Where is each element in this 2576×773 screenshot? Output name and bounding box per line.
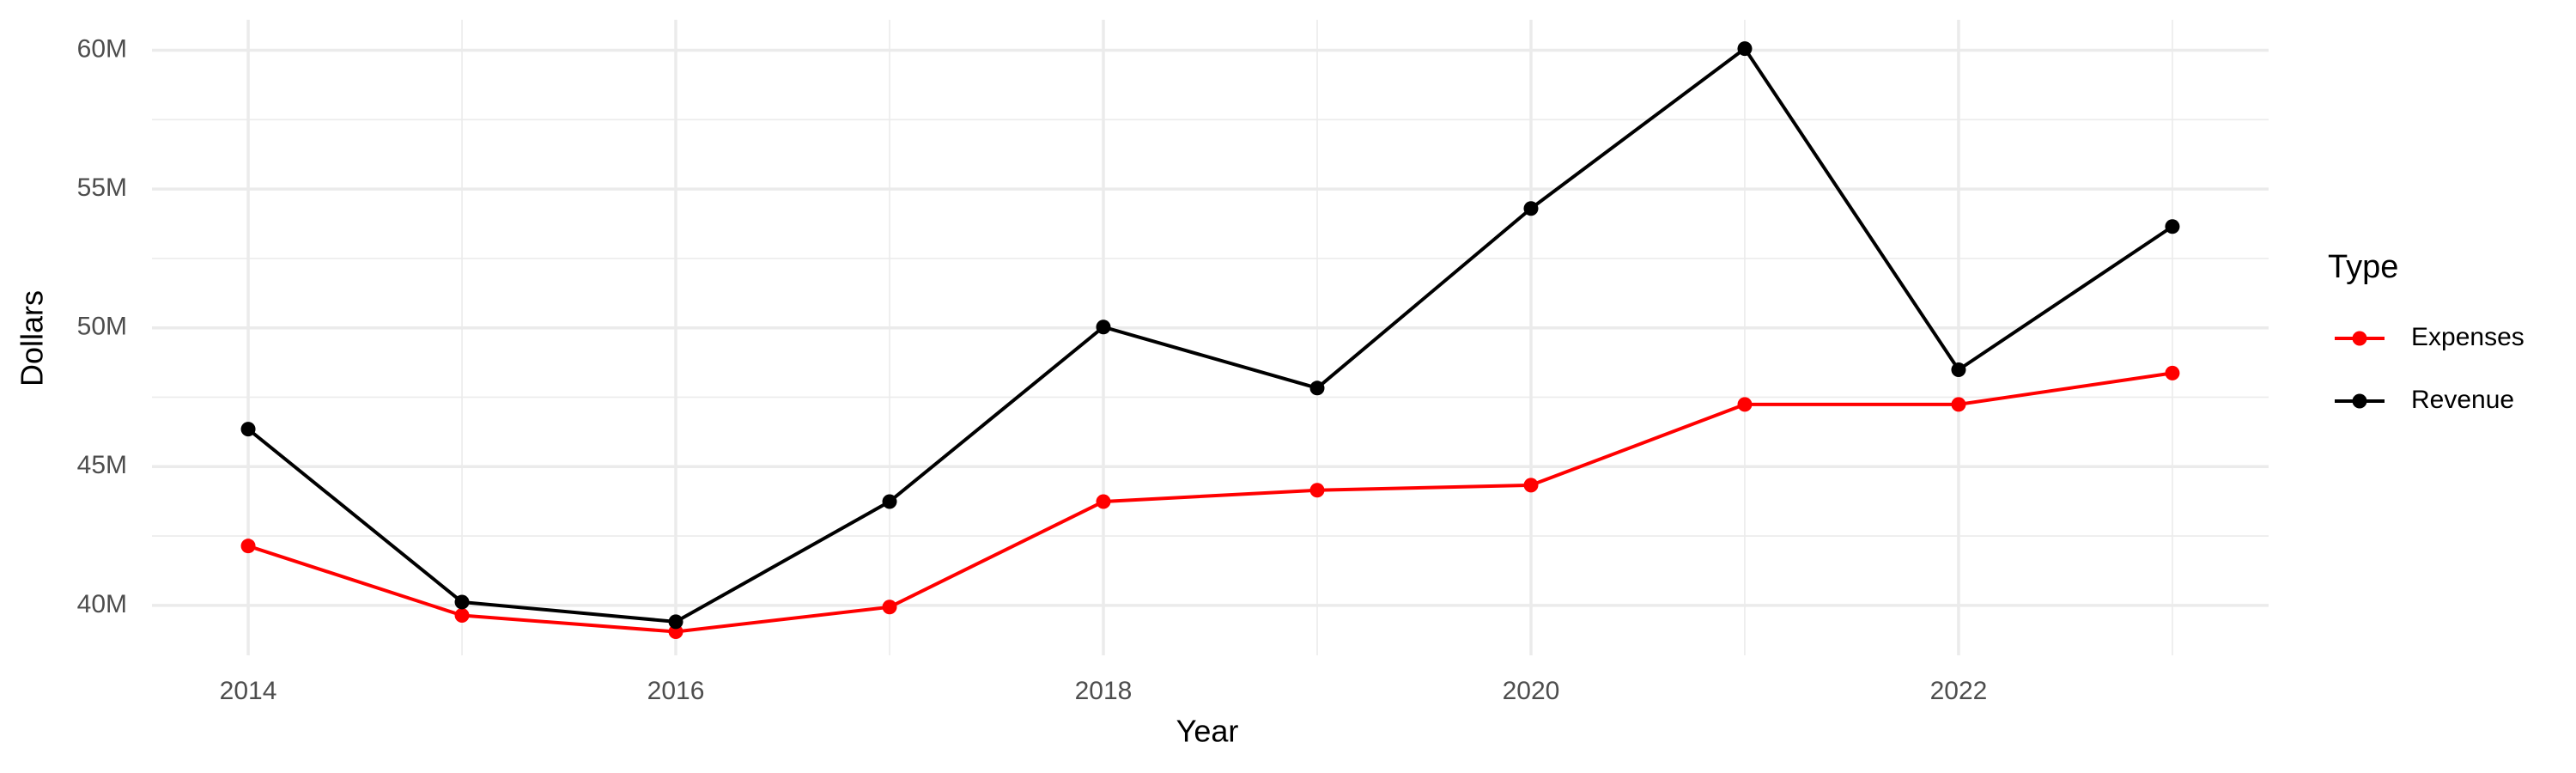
data-point [1096, 494, 1111, 509]
y-axis-title: Dollars [15, 290, 50, 386]
data-point [2165, 219, 2180, 234]
data-point [882, 494, 897, 509]
y-tick-label: 55M [77, 173, 127, 202]
y-tick-label: 40M [77, 590, 127, 618]
x-tick-label: 2020 [1503, 677, 1560, 705]
data-point [454, 594, 470, 610]
x-tick-label: 2014 [220, 677, 277, 705]
data-point [668, 624, 683, 640]
data-point [1096, 320, 1111, 335]
x-tick-label: 2022 [1930, 677, 1988, 705]
x-tick-label: 2016 [647, 677, 705, 705]
data-point [1737, 41, 1753, 57]
series-line [247, 371, 2173, 634]
data-point [2165, 365, 2180, 380]
data-point [454, 607, 470, 623]
legend-swatch-point [2352, 331, 2367, 346]
data-point [1737, 397, 1753, 412]
data-point [882, 600, 897, 615]
legend-swatch-point [2352, 393, 2367, 409]
series-line [246, 46, 2174, 624]
data-point [1523, 201, 1539, 216]
data-point [1309, 483, 1325, 498]
legend-title: Type [2328, 249, 2398, 285]
data-point [1523, 478, 1539, 493]
data-point [240, 422, 256, 437]
data-point [240, 539, 256, 554]
y-tick-label: 60M [77, 34, 127, 63]
data-point [1951, 362, 1966, 377]
x-tick-label: 2018 [1075, 677, 1133, 705]
y-tick-label: 50M [77, 313, 127, 341]
x-axis-title: Year [1176, 714, 1239, 749]
y-tick-label: 45M [77, 451, 127, 479]
data-point [1951, 397, 1966, 412]
data-point [668, 614, 683, 630]
data-point [1309, 380, 1325, 396]
legend-label: Revenue [2411, 386, 2514, 414]
legend-label: Expenses [2411, 323, 2524, 351]
